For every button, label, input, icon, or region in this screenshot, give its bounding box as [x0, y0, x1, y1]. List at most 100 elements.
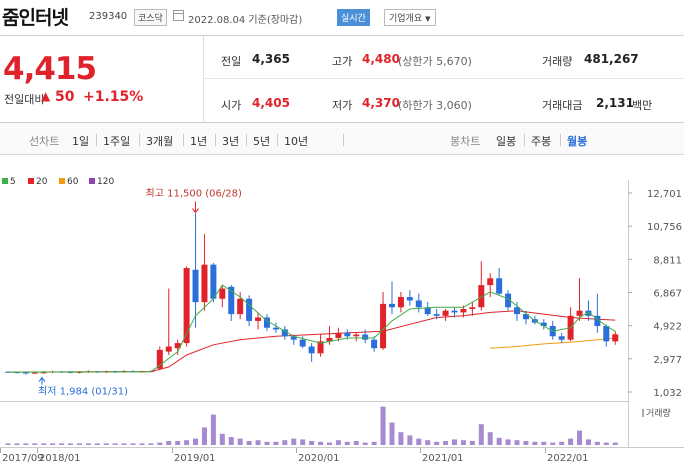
tab-5y[interactable]: 5년 [253, 135, 271, 148]
y-tick-label: 10,756 [647, 222, 682, 233]
candle-body [174, 343, 181, 349]
candle-body [415, 300, 422, 308]
tab-separator [215, 134, 216, 146]
candle-body [585, 310, 592, 316]
candle-body [362, 334, 369, 340]
volume-bar [68, 443, 74, 445]
tab-3m[interactable]: 3개월 [146, 135, 174, 148]
candle-body [308, 346, 315, 354]
tab-monthly[interactable]: 월봉 [567, 135, 588, 148]
volume-bar [94, 443, 100, 445]
volume-bar [121, 443, 127, 445]
tab-weekly[interactable]: 주봉 [531, 135, 552, 148]
low-annotation: 최저 1,984 (01/31) [38, 386, 128, 398]
candle-body [388, 303, 395, 308]
current-price: 4,415 [3, 51, 97, 87]
volume-bar [353, 441, 359, 445]
x-tick-label: 2019/01 [174, 453, 216, 464]
candle-body [344, 332, 351, 337]
volume-bar [594, 441, 600, 445]
volume-bar [407, 435, 413, 445]
legend-label: 5 [10, 177, 16, 187]
volume-bar [273, 441, 279, 445]
legend-ma20: 20 [28, 177, 47, 187]
volume-bar [478, 424, 484, 445]
tab-separator [139, 134, 140, 146]
candle-body [353, 334, 360, 337]
volume-bar [505, 439, 511, 445]
high-annotation: 최고 11,500 (06/28) [146, 187, 242, 199]
volume-bar [434, 441, 440, 445]
volume-bar [371, 441, 377, 445]
candle-body [406, 297, 413, 301]
chevron-down-icon: ▼ [425, 15, 431, 23]
volume-bar [380, 406, 386, 445]
candle-body [505, 293, 512, 308]
volume-bar [112, 443, 118, 445]
volume-bar [300, 439, 306, 445]
volume-bar [443, 441, 449, 445]
trade-amount-label: 거래대금 [542, 99, 583, 112]
header-divider [0, 35, 684, 36]
volume-axis-label: 거래량 [646, 407, 671, 419]
candle-body [299, 339, 306, 347]
high-value: 4,480 [362, 52, 400, 66]
candle-body [487, 278, 494, 286]
candle-body [442, 310, 449, 316]
candle-body [478, 285, 485, 308]
candle-body [514, 307, 521, 315]
candle-body [371, 339, 378, 349]
trade-amount-value: 2,131 [596, 96, 634, 110]
volume-bar [264, 441, 270, 445]
volume-bar [246, 441, 252, 445]
legend-swatch [59, 178, 65, 184]
volume-bar [469, 441, 475, 445]
tab-daily[interactable]: 일봉 [496, 135, 517, 148]
tab-1y[interactable]: 1년 [190, 135, 208, 148]
volume-bar [568, 438, 574, 445]
candle-body [290, 336, 297, 340]
market-badge: 코스닥 [134, 9, 167, 26]
tab-1d[interactable]: 1일 [72, 135, 90, 148]
volume-bar [130, 443, 136, 445]
tabs-top-divider [0, 122, 684, 123]
candle-body [13, 372, 20, 374]
y-tick-label: 1,032 [653, 388, 682, 399]
high-arrow-icon [192, 208, 199, 214]
company-overview-dropdown[interactable]: 기업개요 ▼ [384, 9, 436, 26]
volume-bar [193, 438, 199, 445]
volume-bar [210, 414, 216, 445]
prev-close-label: 전일 [221, 55, 242, 68]
up-arrow-icon: ▲ [41, 89, 51, 103]
volume-bar [41, 443, 47, 445]
stats-divider [203, 36, 204, 122]
volume-bar [291, 438, 297, 445]
tab-10y[interactable]: 10년 [284, 135, 309, 148]
volume-bar [219, 433, 225, 445]
volume-bar [5, 443, 11, 445]
realtime-button[interactable]: 실시간 [337, 9, 370, 26]
y-tick-label: 8,811 [653, 255, 682, 266]
legend-label: 20 [36, 177, 48, 187]
volume-bar [309, 441, 315, 445]
volume-bar [603, 442, 609, 445]
volume-bar [228, 437, 234, 445]
candle-body [22, 372, 29, 374]
ma5-line [7, 284, 616, 373]
volume-bar [585, 439, 591, 445]
tab-1w[interactable]: 1주일 [103, 135, 131, 148]
tabs-group-separator [343, 134, 344, 146]
high-label: 고가 [332, 55, 353, 68]
candle-body [255, 317, 262, 321]
volume-bar [398, 432, 404, 445]
company-overview-label: 기업개요 [389, 14, 423, 24]
tab-3y[interactable]: 3년 [222, 135, 240, 148]
volume-bar [166, 441, 172, 445]
legend-ma60: 60 [59, 177, 78, 187]
volume-bar [76, 443, 82, 445]
volume-bar [23, 443, 29, 445]
volume-bar [612, 442, 618, 445]
candle-body [603, 326, 610, 342]
volume-bar [237, 438, 243, 445]
candle-body [5, 371, 11, 373]
